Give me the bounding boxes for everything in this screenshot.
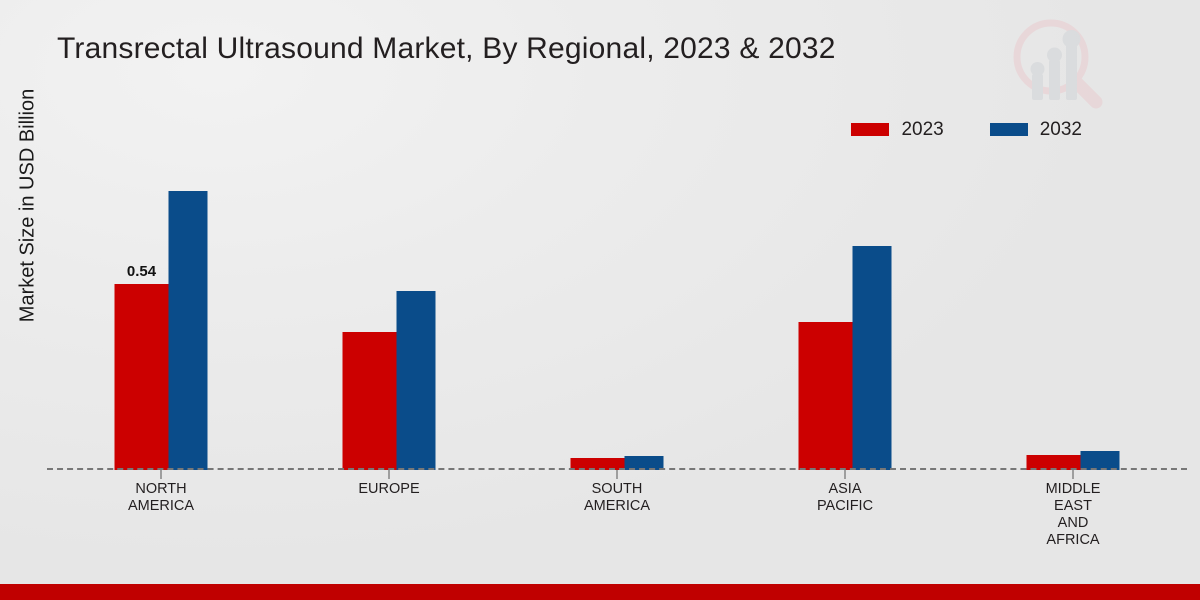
bar-2023[interactable] <box>798 321 853 470</box>
legend-swatch-2032 <box>989 123 1028 136</box>
chart-title: Transrectal Ultrasound Market, By Region… <box>57 32 836 65</box>
bar-group <box>503 160 731 470</box>
bar-wrapper <box>168 160 208 470</box>
bar-2032[interactable] <box>1080 451 1120 470</box>
bar-2023[interactable] <box>1026 454 1081 470</box>
bar-wrapper <box>852 160 892 470</box>
footer-bar <box>0 584 1200 600</box>
bar-pair <box>798 160 892 470</box>
bar-pair <box>570 160 664 470</box>
bar-2023[interactable] <box>570 457 625 470</box>
legend-swatch-2023 <box>851 123 890 136</box>
bar-2032[interactable] <box>852 246 892 470</box>
x-tick-label: MIDDLE EAST AND AFRICA <box>1045 481 1101 548</box>
bar-pair <box>342 160 436 470</box>
bar-2023[interactable] <box>342 332 397 470</box>
legend-label-2032: 2032 <box>1039 119 1082 140</box>
x-tick: NORTH AMERICA <box>47 470 275 590</box>
x-tick: ASIA PACIFIC <box>731 470 959 590</box>
bar-wrapper <box>342 160 397 470</box>
tick-mark <box>160 470 162 479</box>
y-axis-title: Market Size in USD Billion <box>16 88 39 323</box>
bar-group <box>731 160 959 470</box>
tick-mark <box>388 470 390 479</box>
bar-value-label: 0.54 <box>126 263 157 280</box>
x-tick: MIDDLE EAST AND AFRICA <box>959 470 1187 590</box>
bar-2032[interactable] <box>396 290 436 470</box>
bar-wrapper <box>1080 160 1120 470</box>
legend-item-2032[interactable]: 2032 <box>989 119 1082 140</box>
x-tick-label: ASIA PACIFIC <box>816 481 874 514</box>
chart-legend: 2023 2032 <box>851 120 1082 139</box>
bar-group <box>275 160 503 470</box>
bar-2023[interactable] <box>114 284 169 470</box>
bar-wrapper <box>624 160 664 470</box>
axis-baseline <box>47 468 1187 470</box>
bar-pair: 0.54 <box>114 160 208 470</box>
bar-pair <box>1026 160 1120 470</box>
bar-wrapper <box>1026 160 1081 470</box>
legend-label-2023: 2023 <box>901 119 944 140</box>
x-axis-ticks: NORTH AMERICA EUROPE SOUTH AMERICA ASIA PAC… <box>47 470 1187 590</box>
plot-area: 0.54 <box>47 160 1187 470</box>
tick-mark <box>844 470 846 479</box>
bar-group <box>959 160 1187 470</box>
bar-group: 0.54 <box>47 160 275 470</box>
tick-mark <box>1072 470 1074 479</box>
bar-groups: 0.54 <box>47 160 1187 470</box>
x-tick: SOUTH AMERICA <box>503 470 731 590</box>
legend-item-2023[interactable]: 2023 <box>851 119 944 140</box>
tick-mark <box>616 470 618 479</box>
x-tick-label: EUROPE <box>358 481 420 497</box>
x-tick-label: SOUTH AMERICA <box>583 481 651 514</box>
bar-2032[interactable] <box>168 191 208 470</box>
bar-wrapper: 0.54 <box>114 160 169 470</box>
bar-wrapper <box>798 160 853 470</box>
x-tick-label: NORTH AMERICA <box>127 481 195 514</box>
watermark-logo-icon <box>1004 12 1108 112</box>
bar-wrapper <box>396 160 436 470</box>
x-tick: EUROPE <box>275 470 503 590</box>
bar-wrapper <box>570 160 625 470</box>
bar-2032[interactable] <box>624 456 664 470</box>
